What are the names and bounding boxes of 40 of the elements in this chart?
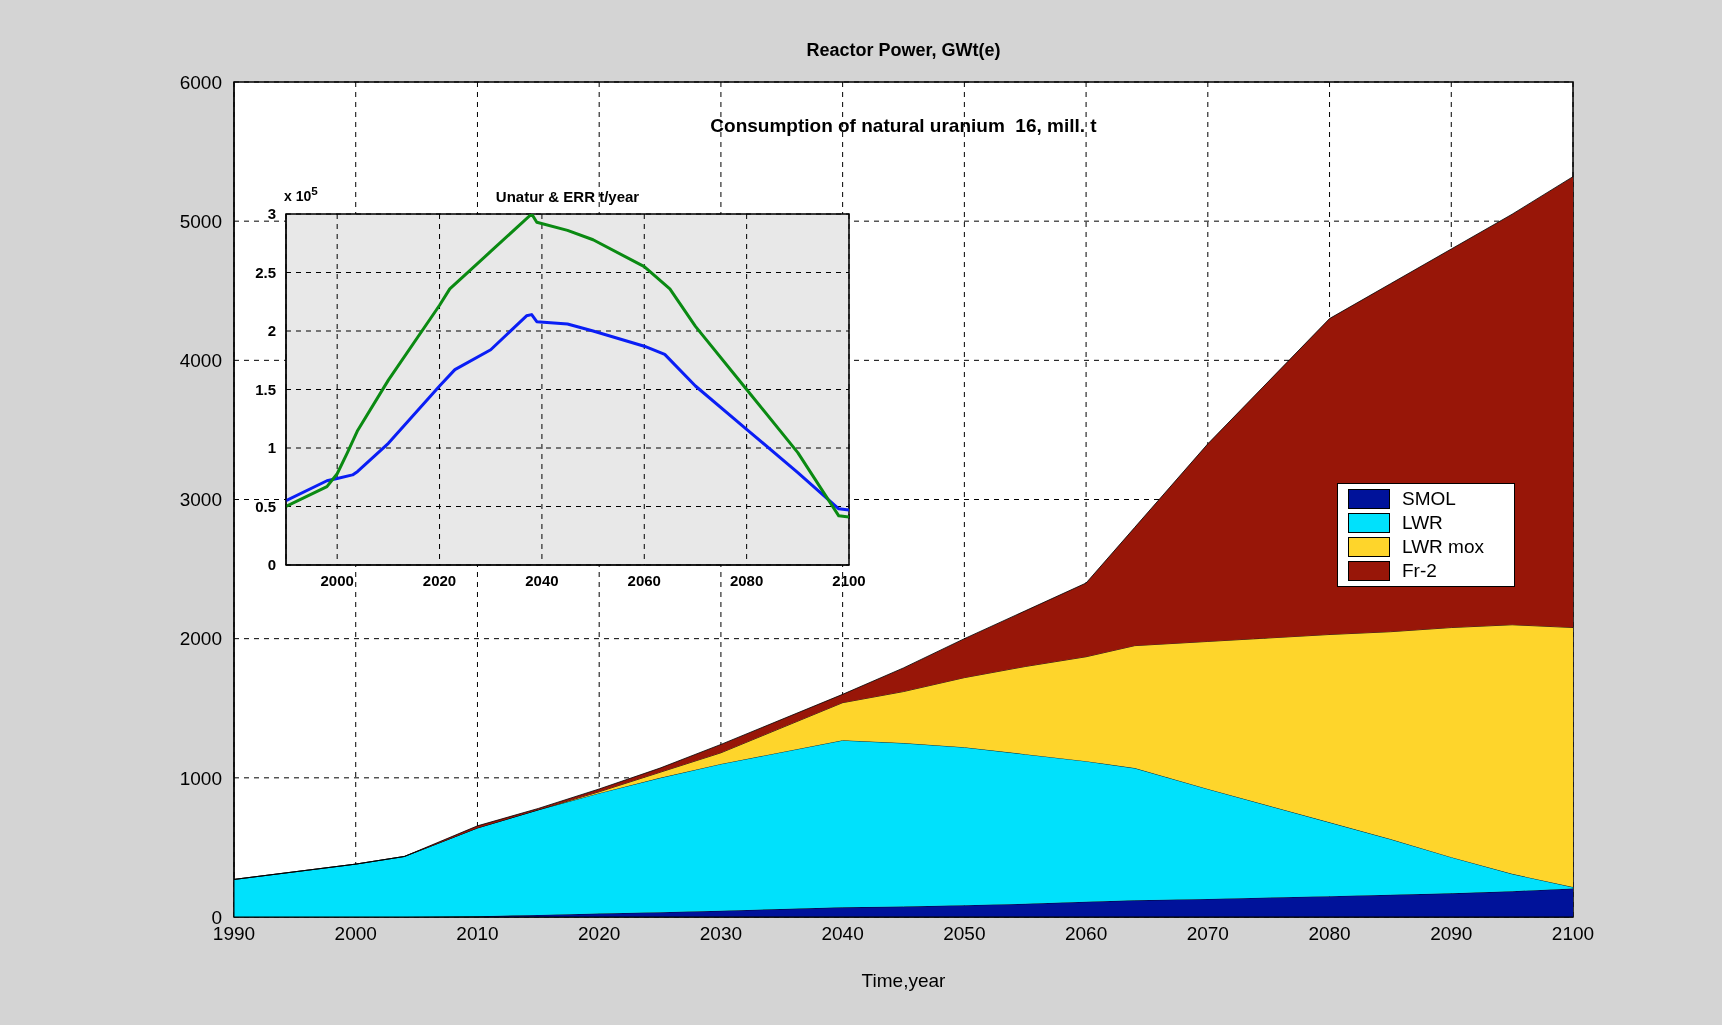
- x-tick-label: 2040: [525, 571, 559, 589]
- y-tick-label: 1.5: [255, 380, 276, 398]
- y-tick-label: 0: [267, 556, 276, 574]
- y-tick-label: 3: [267, 205, 276, 223]
- line-series: [286, 313, 849, 512]
- y-tick-label: 0.5: [255, 497, 276, 515]
- y-tick-label: 1000: [179, 767, 222, 789]
- x-tick-label: 2030: [699, 923, 743, 945]
- x-tick-label: 2060: [1064, 923, 1108, 945]
- legend-label: LWR mox: [1402, 536, 1484, 558]
- x-tick-label: 2050: [943, 923, 986, 945]
- y-tick-label: 5000: [179, 210, 222, 232]
- y-tick-label: 2000: [179, 628, 222, 650]
- x-axis-title: Time,year: [860, 970, 947, 992]
- chart-title: Unatur & ERR t/year: [495, 188, 640, 205]
- legend-label: SMOL: [1402, 488, 1456, 510]
- annotation: Consumption of natural uranium 16, mill. t: [709, 115, 1098, 137]
- legend-label: Fr-2: [1402, 560, 1437, 582]
- chart-title: Reactor Power, GWt(e): [805, 40, 1002, 61]
- y-tick-label: 6000: [179, 71, 222, 93]
- x-tick-label: 2100: [832, 571, 866, 589]
- x-tick-label: 2000: [320, 571, 354, 589]
- x-tick-label: 2000: [334, 923, 377, 945]
- x-tick-label: 2020: [578, 923, 621, 945]
- x-tick-label: 2070: [1186, 923, 1229, 945]
- x-tick-label: 2060: [627, 571, 661, 589]
- x-tick-label: 2100: [1551, 923, 1595, 945]
- x-tick-label: 2080: [729, 571, 764, 589]
- x-tick-label: 2010: [456, 923, 499, 945]
- x-tick-label: 2040: [821, 923, 864, 945]
- y-tick-label: 2: [267, 322, 276, 340]
- x-tick-label: 2090: [1430, 923, 1473, 945]
- x-tick-label: 2020: [422, 571, 457, 589]
- y-tick-label: 4000: [179, 350, 222, 372]
- y-tick-label: 2.5: [255, 263, 276, 281]
- y-tick-label: 1: [267, 439, 276, 457]
- x-tick-label: 2080: [1308, 923, 1351, 945]
- legend-label: LWR: [1402, 512, 1443, 534]
- y-tick-label: 3000: [179, 489, 222, 511]
- annotation: x 10$^{5}$: [284, 184, 318, 204]
